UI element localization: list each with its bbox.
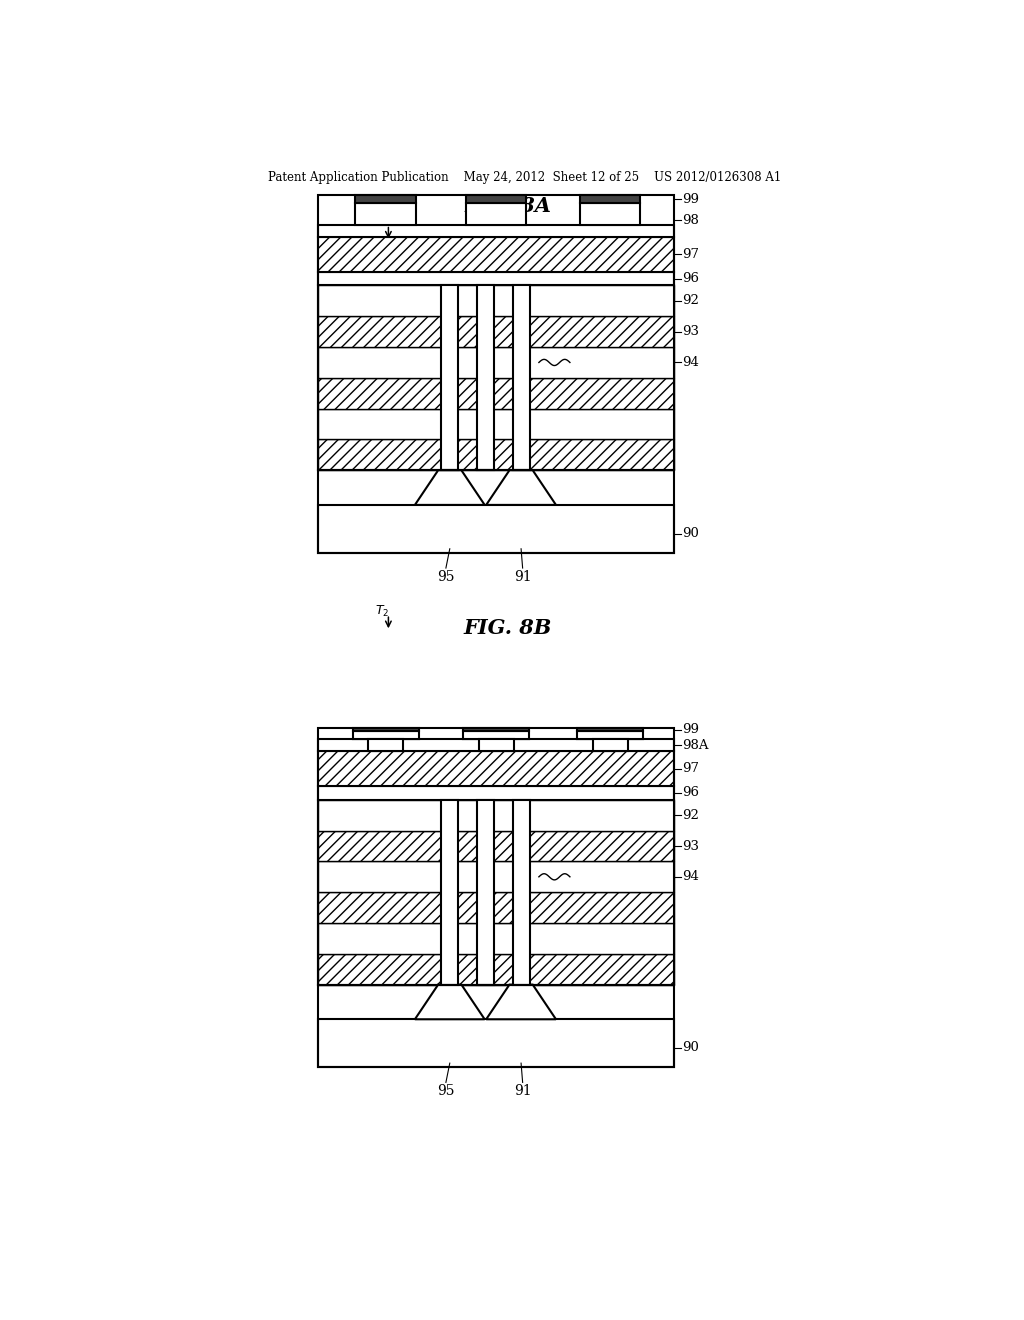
Bar [317,378,675,409]
Bar [317,440,675,470]
Text: 94: 94 [682,870,699,883]
Bar [513,285,529,470]
Text: 99: 99 [682,723,699,737]
Bar [317,470,675,553]
Bar [317,729,675,985]
Bar [580,195,640,203]
Text: 97: 97 [682,762,699,775]
Text: 91: 91 [514,1084,531,1098]
Text: Patent Application Publication    May 24, 2012  Sheet 12 of 25    US 2012/012630: Patent Application Publication May 24, 2… [268,172,781,185]
Bar [355,195,416,203]
Text: 93: 93 [682,840,699,853]
Bar [317,195,675,470]
Text: 99: 99 [682,193,699,206]
Text: 93: 93 [682,325,699,338]
Bar [317,800,675,985]
Bar [317,830,675,862]
Text: 90: 90 [682,1041,699,1055]
Text: 98A: 98A [682,739,709,751]
Bar [441,800,459,985]
Text: 90: 90 [682,527,699,540]
Bar [463,729,529,731]
Bar [317,785,675,800]
Text: 96: 96 [682,787,699,800]
Bar [369,739,403,751]
Polygon shape [415,470,484,506]
Text: 92: 92 [682,809,699,822]
Text: 97: 97 [682,248,699,261]
Bar [317,224,675,238]
Bar [477,285,494,470]
Bar [466,203,526,224]
Polygon shape [486,470,556,506]
Text: 94: 94 [682,356,699,370]
Bar [317,347,675,378]
Text: FIG. 8B: FIG. 8B [464,618,552,638]
Bar [317,800,675,830]
Bar [317,892,675,923]
Bar [352,731,419,739]
Bar [317,238,675,272]
Bar [352,729,419,731]
Text: $T_1$: $T_1$ [375,214,389,230]
Bar [317,923,675,954]
Bar [466,195,526,203]
Text: $T_2$: $T_2$ [375,603,389,619]
Bar [578,729,643,731]
Bar [441,285,459,470]
Bar [317,272,675,285]
Bar [355,203,416,224]
Bar [580,203,640,224]
Bar [478,739,514,751]
Bar [513,800,529,985]
Bar [317,739,675,751]
Text: 96: 96 [682,272,699,285]
Text: 91: 91 [514,570,531,583]
Bar [593,739,628,751]
Text: 92: 92 [682,294,699,308]
Text: 95: 95 [437,570,455,583]
Bar [317,751,675,785]
Text: 98: 98 [682,214,699,227]
Bar [578,731,643,739]
Text: 95: 95 [437,1084,455,1098]
Bar [317,285,675,470]
Bar [317,985,675,1067]
Bar [317,409,675,440]
Bar [463,731,529,739]
Bar [317,1019,675,1067]
Bar [477,800,494,985]
Bar [317,954,675,985]
Bar [317,506,675,553]
Bar [317,317,675,347]
Bar [317,862,675,892]
Polygon shape [486,985,556,1019]
Bar [317,285,675,317]
Polygon shape [415,985,484,1019]
Text: FIG. 8A: FIG. 8A [464,197,551,216]
